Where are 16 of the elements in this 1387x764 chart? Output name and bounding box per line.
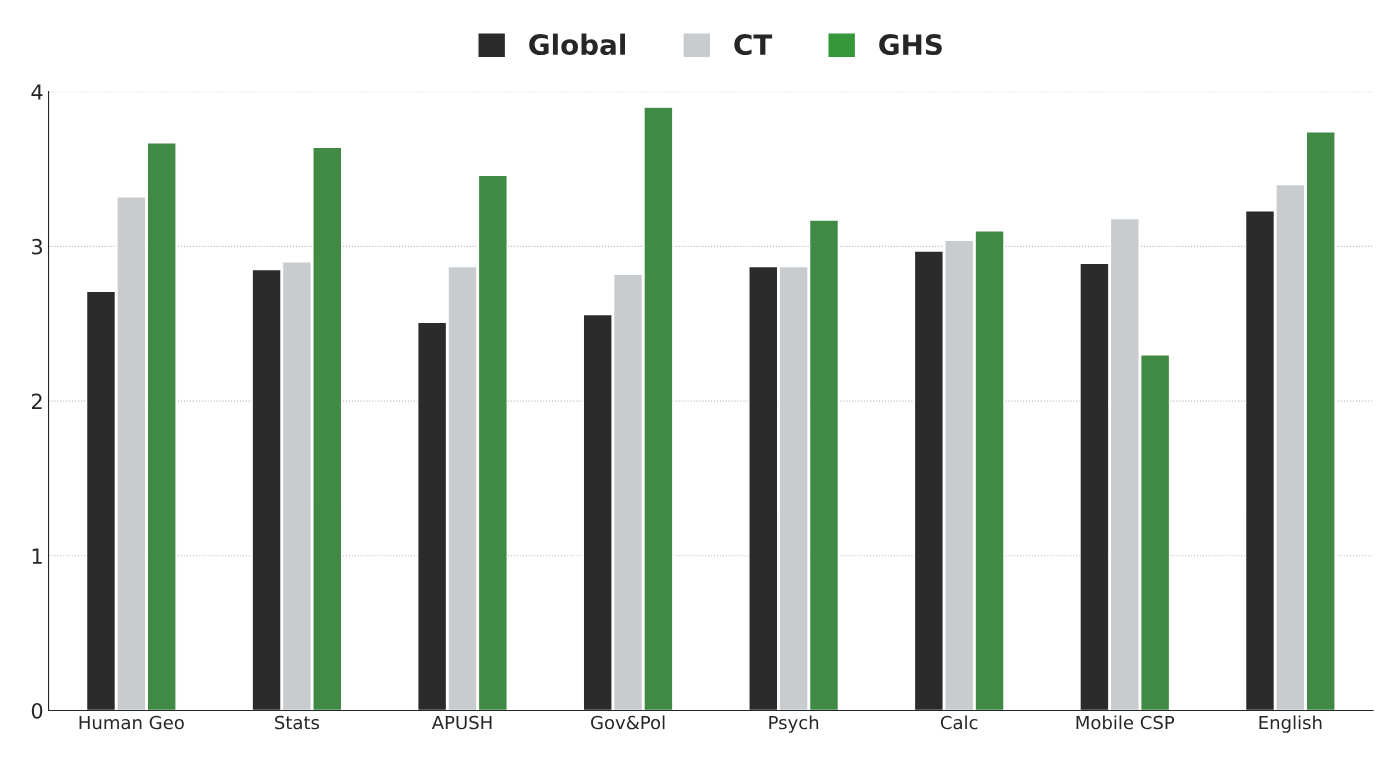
x-tick-label: English bbox=[1259, 715, 1322, 733]
legend-label: CT bbox=[734, 34, 773, 56]
y-tick-label: 4 bbox=[31, 84, 43, 100]
x-tick-label: Stats bbox=[275, 715, 320, 730]
y-tick-label: 3 bbox=[32, 238, 43, 255]
x-tick-label: Gov&Pol bbox=[591, 715, 665, 730]
legend-label: Global bbox=[529, 33, 626, 56]
x-tick-label: Mobile CSP bbox=[1076, 715, 1175, 730]
y-tick-label: 1 bbox=[32, 548, 42, 564]
y-tick-label: 0 bbox=[31, 702, 43, 719]
y-tick-label: 2 bbox=[31, 393, 42, 410]
x-tick-label: Human Geo bbox=[79, 715, 184, 730]
x-tick-label: APUSH bbox=[431, 715, 492, 730]
x-tick-label: Psych bbox=[769, 715, 819, 733]
x-tick-label: Calc bbox=[940, 715, 978, 730]
legend-label: GHS bbox=[879, 34, 942, 56]
